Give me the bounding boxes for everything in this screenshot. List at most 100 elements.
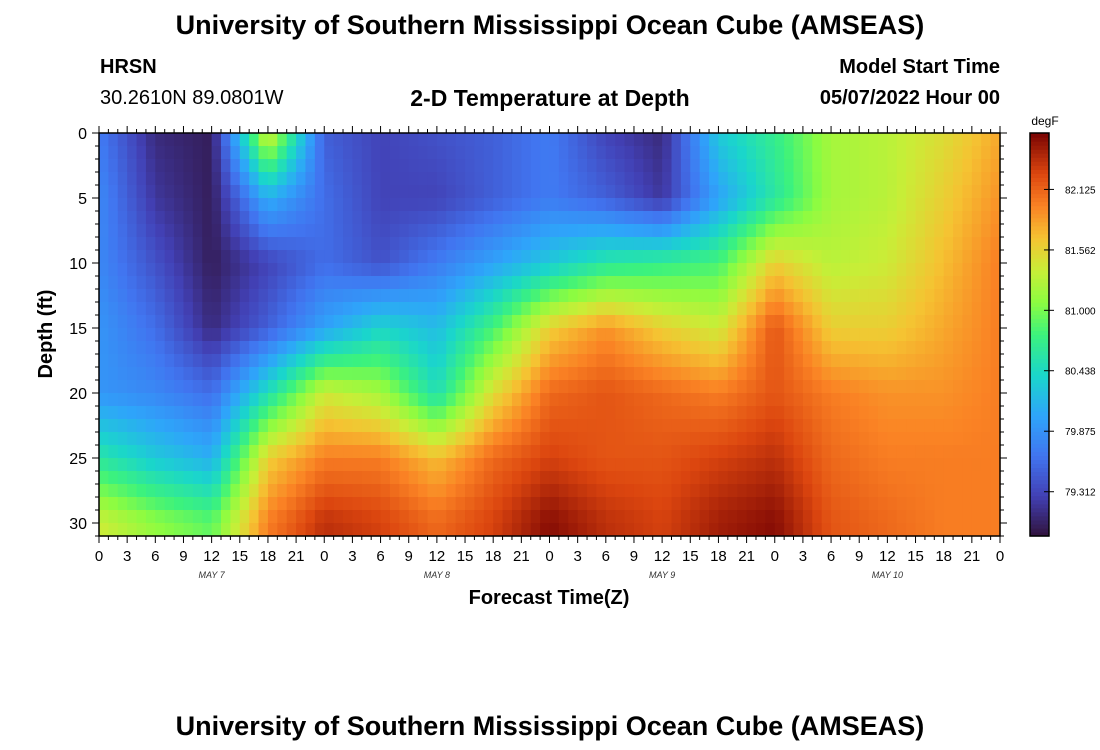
heatmap-cell xyxy=(652,237,663,251)
heatmap-cell xyxy=(587,510,598,524)
heatmap-cell xyxy=(99,315,109,329)
heatmap-cell xyxy=(296,211,307,225)
heatmap-cell xyxy=(915,211,926,225)
heatmap-cell xyxy=(511,393,522,407)
colorbar-segment xyxy=(1030,358,1049,364)
heatmap-cell xyxy=(615,458,626,472)
heatmap-cell xyxy=(577,328,588,342)
heatmap-cell xyxy=(680,263,691,277)
heatmap-cell xyxy=(267,133,278,147)
heatmap-cell xyxy=(183,302,194,316)
heatmap-cell xyxy=(183,510,194,524)
heatmap-cell xyxy=(202,198,213,212)
heatmap-cell xyxy=(962,432,973,446)
heatmap-cell xyxy=(587,250,598,264)
heatmap-cell xyxy=(239,510,250,524)
heatmap-cell xyxy=(239,289,250,303)
heatmap-cell xyxy=(831,367,842,381)
heatmap-cell xyxy=(981,302,992,316)
heatmap-cell xyxy=(183,315,194,329)
heatmap-cell xyxy=(286,341,297,355)
heatmap-cell xyxy=(324,263,335,277)
heatmap-cell xyxy=(596,367,607,381)
heatmap-cell xyxy=(483,419,494,433)
heatmap-cell xyxy=(436,133,447,147)
heatmap-cell xyxy=(399,432,410,446)
heatmap-cell xyxy=(793,523,804,537)
heatmap-cell xyxy=(624,432,635,446)
heatmap-cell xyxy=(849,302,860,316)
heatmap-cell xyxy=(877,510,888,524)
heatmap-cell xyxy=(962,497,973,511)
heatmap-cell xyxy=(371,419,382,433)
heatmap-cell xyxy=(859,445,870,459)
colorbar-segment xyxy=(1030,403,1049,408)
colorbar-frame xyxy=(1029,132,1050,537)
heatmap-cell xyxy=(343,237,354,251)
heatmap-cell xyxy=(924,484,935,498)
heatmap-cell xyxy=(774,510,785,524)
heatmap-cell xyxy=(737,523,748,537)
heatmap-cell xyxy=(108,445,119,459)
colorbar-segment xyxy=(1030,245,1049,251)
heatmap-cell xyxy=(662,250,673,264)
heatmap-cell xyxy=(202,367,213,381)
heatmap-cell xyxy=(277,172,288,186)
heatmap-cell xyxy=(540,523,551,537)
heatmap-cell xyxy=(784,510,795,524)
heatmap-cell xyxy=(108,198,119,212)
heatmap-cell xyxy=(587,341,598,355)
heatmap-cell xyxy=(943,354,954,368)
heatmap-cell xyxy=(296,302,307,316)
heatmap-cell xyxy=(643,497,654,511)
heatmap-cell xyxy=(784,276,795,290)
heatmap-cell xyxy=(333,380,344,394)
heatmap-cell xyxy=(812,146,823,160)
heatmap-cell xyxy=(455,510,466,524)
heatmap-cell xyxy=(737,445,748,459)
heatmap-cell xyxy=(296,159,307,173)
heatmap-cell xyxy=(915,328,926,342)
heatmap-cell xyxy=(174,393,185,407)
heatmap-cell xyxy=(784,328,795,342)
heatmap-cell xyxy=(117,354,128,368)
heatmap-cell xyxy=(145,523,156,537)
colorbar-segment xyxy=(1030,278,1049,283)
heatmap-cell xyxy=(615,367,626,381)
heatmap-cell xyxy=(821,302,832,316)
heatmap-cell xyxy=(211,432,222,446)
heatmap-cell xyxy=(971,315,982,329)
heatmap-cell xyxy=(962,289,973,303)
heatmap-cell xyxy=(511,510,522,524)
colorbar-segment xyxy=(1030,274,1049,279)
heatmap-cell xyxy=(652,328,663,342)
heatmap-cell xyxy=(549,315,560,329)
heatmap-cell xyxy=(324,146,335,160)
heatmap-cell xyxy=(352,133,363,147)
heatmap-cell xyxy=(746,146,757,160)
heatmap-cell xyxy=(699,198,710,212)
colorbar-segment xyxy=(1030,362,1049,368)
x-tick-label: 0 xyxy=(545,548,553,565)
colorbar-segment xyxy=(1030,370,1049,376)
heatmap-cell xyxy=(493,484,504,498)
heatmap-cell xyxy=(493,523,504,537)
heatmap-cell xyxy=(343,523,354,537)
heatmap-cell xyxy=(164,393,175,407)
heatmap-cell xyxy=(455,354,466,368)
heatmap-cell xyxy=(211,302,222,316)
colorbar-segment xyxy=(1030,157,1049,162)
heatmap-cell xyxy=(502,198,513,212)
heatmap-cell xyxy=(868,406,879,420)
heatmap-cell xyxy=(164,471,175,485)
heatmap-cell xyxy=(474,315,485,329)
heatmap-cell xyxy=(699,159,710,173)
heatmap-cell xyxy=(643,458,654,472)
heatmap-cell xyxy=(849,523,860,537)
heatmap-cell xyxy=(361,315,372,329)
heatmap-cell xyxy=(680,419,691,433)
heatmap-cell xyxy=(765,172,776,186)
heatmap-cell xyxy=(333,393,344,407)
heatmap-cell xyxy=(258,445,269,459)
heatmap-cell xyxy=(408,237,419,251)
